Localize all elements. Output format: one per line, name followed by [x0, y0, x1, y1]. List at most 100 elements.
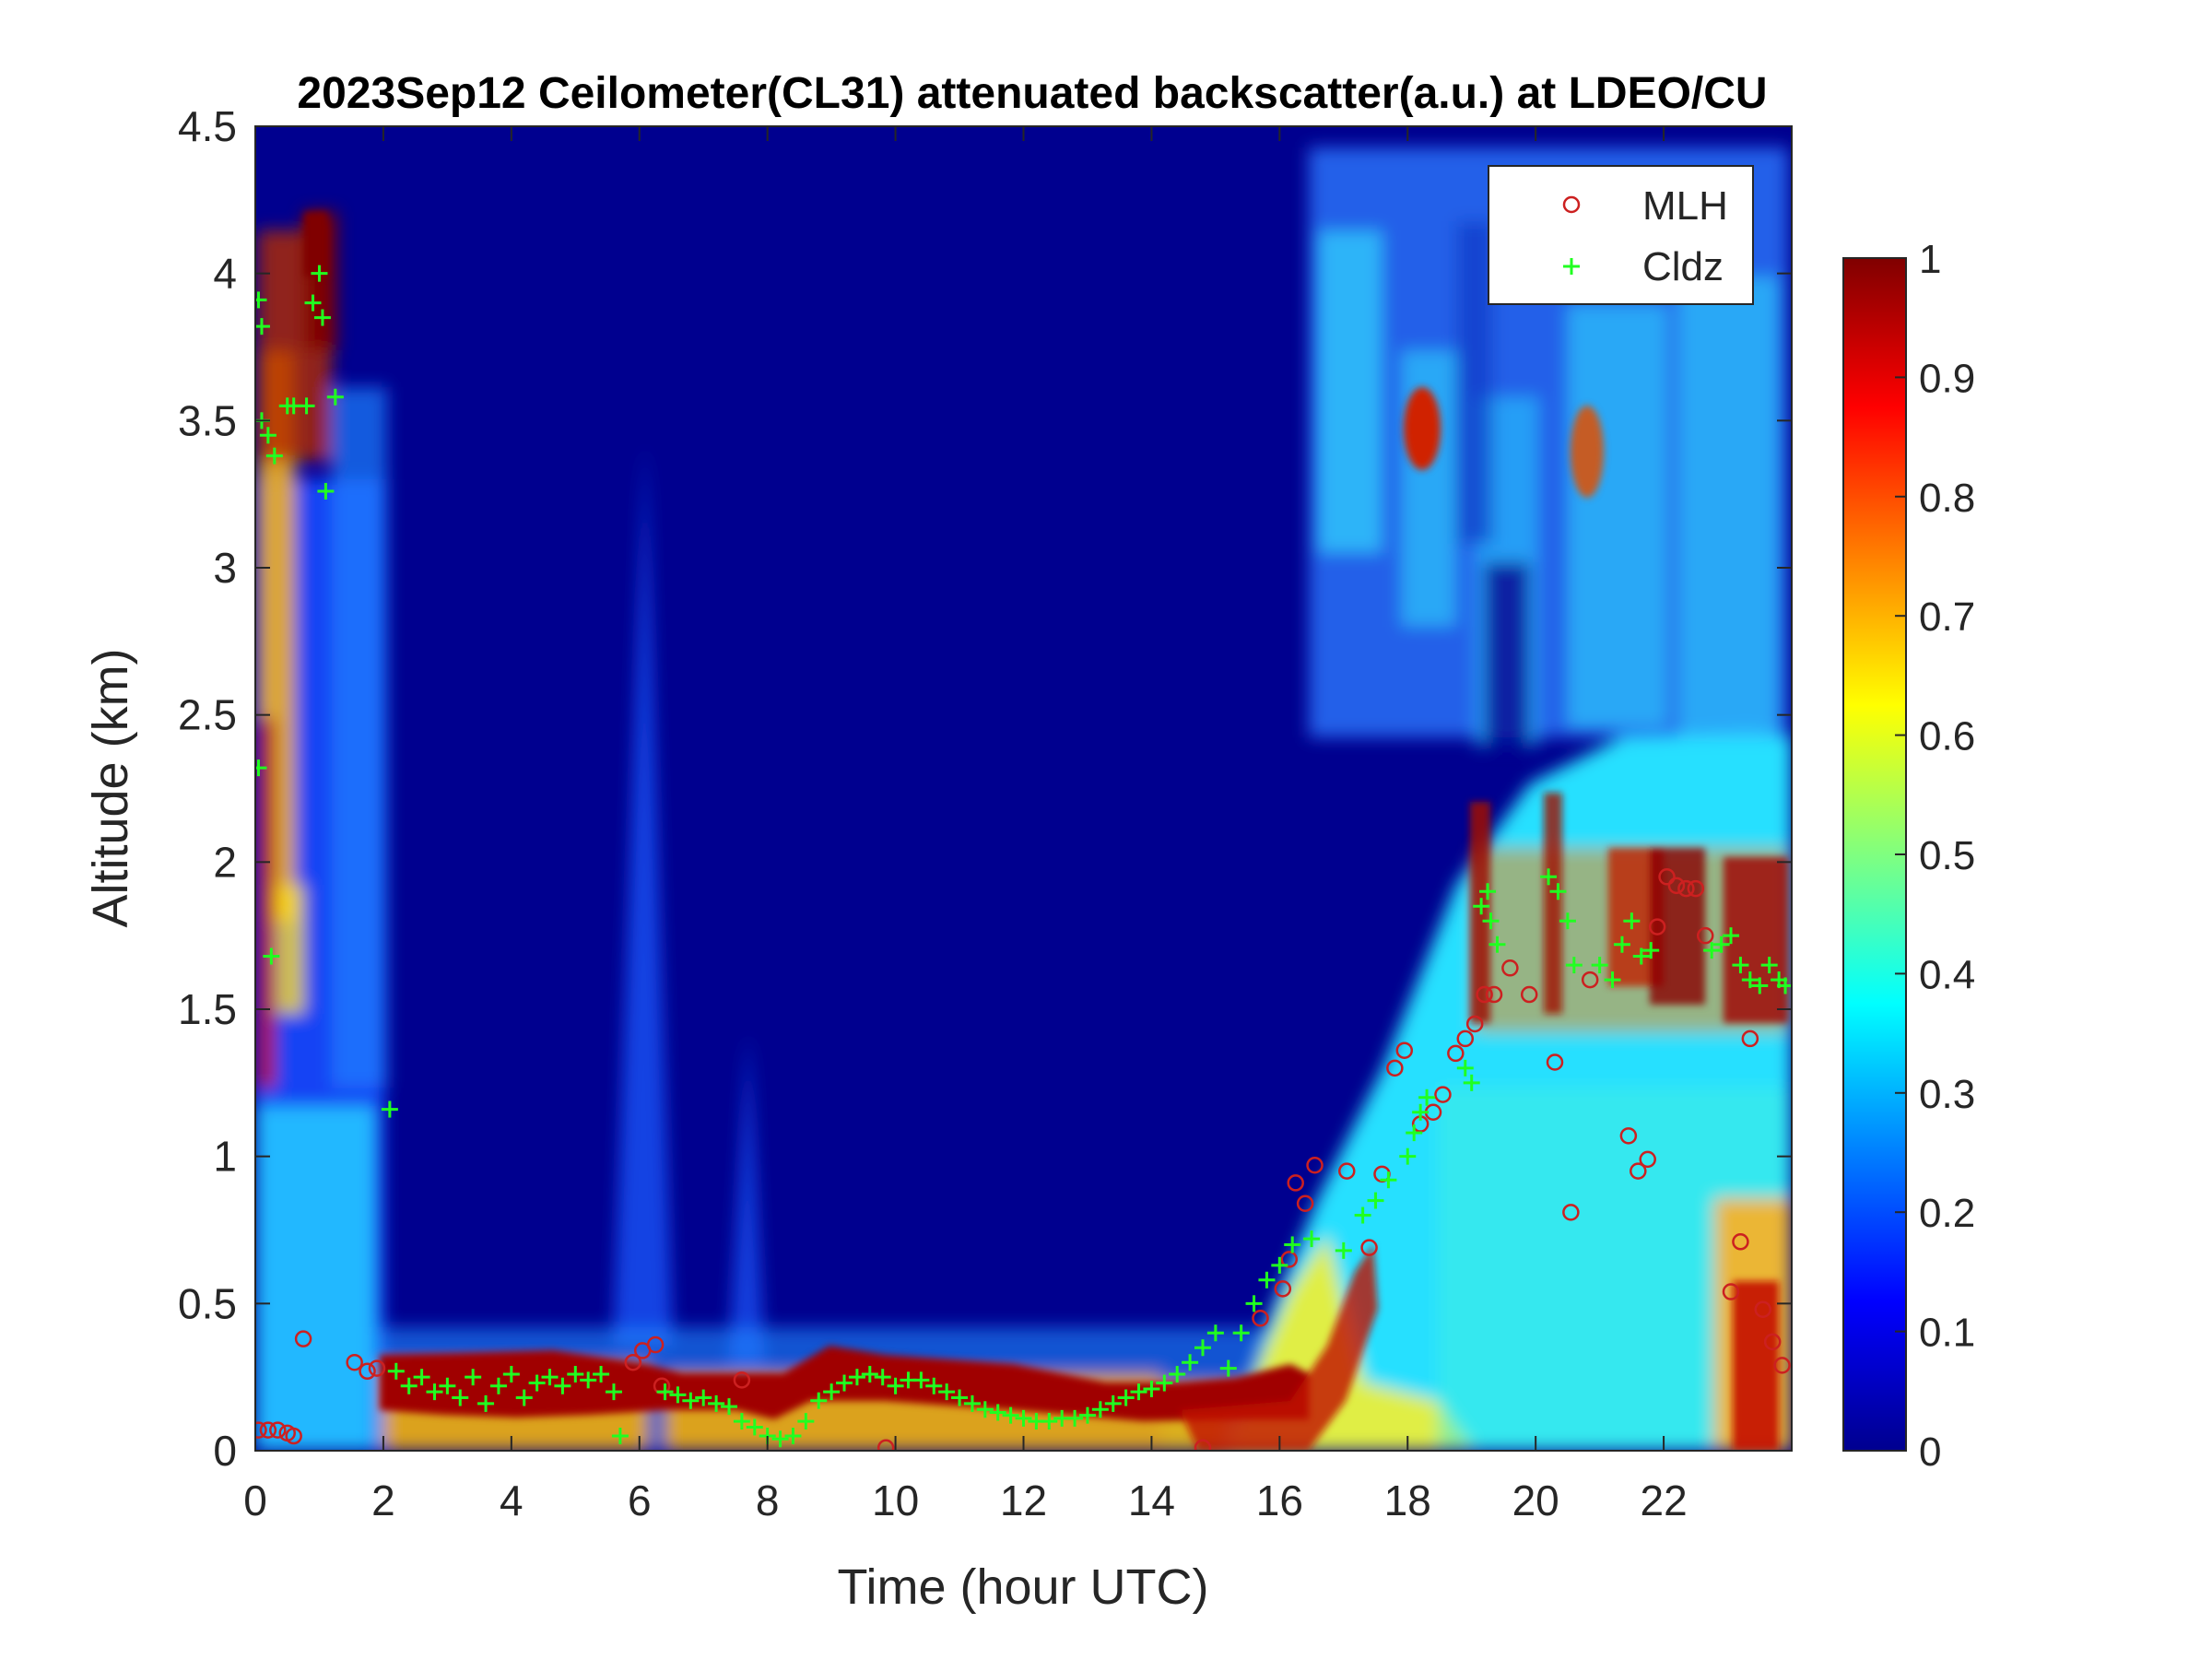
cldz-point	[1303, 1230, 1321, 1248]
colorbar-ticks: 0 0.1 0.2 0.3 0.4 0.5 0.6 0.7 0.8 0.9 1	[1895, 237, 1975, 1475]
heatmap-plot-area	[255, 126, 1792, 1451]
cldz-point	[387, 1362, 405, 1380]
cldz-point	[1642, 942, 1660, 959]
cldz-point	[951, 1389, 969, 1406]
cldz-point	[567, 1365, 584, 1382]
x-tick-label: 12	[1000, 1477, 1047, 1524]
cldz-point	[1760, 957, 1778, 974]
mlh-point	[646, 1335, 665, 1354]
y-axis: 0 0.5 1 1.5 2 2.5 3 3.5 4 4.5	[178, 102, 1792, 1475]
cldz-point	[784, 1428, 802, 1445]
cldz-point	[265, 447, 283, 465]
cldz-point	[989, 1404, 1006, 1421]
colorbar: 0 0.1 0.2 0.3 0.4 0.5 0.6 0.7 0.8 0.9 1	[1842, 237, 1975, 1475]
series-layer	[255, 265, 1792, 1451]
cldz-point	[1456, 1059, 1474, 1077]
mlh-point	[1360, 1239, 1378, 1256]
cldz-point	[1130, 1383, 1147, 1401]
x-tick-label: 14	[1128, 1477, 1175, 1524]
mlh-point	[733, 1371, 751, 1389]
mlh-point	[653, 1377, 671, 1394]
mlh-point	[1465, 1015, 1484, 1033]
y-axis-label: Altitude (km)	[83, 648, 138, 927]
cldz-point	[580, 1371, 597, 1389]
cldz-point	[1406, 1124, 1423, 1142]
colorbar-tick-label: 0.4	[1919, 952, 1975, 997]
x-tick-label: 16	[1256, 1477, 1303, 1524]
mlh-point	[368, 1359, 386, 1377]
cldz-point	[1488, 935, 1506, 953]
x-tick-label: 4	[500, 1477, 524, 1524]
mlh-point	[1687, 879, 1705, 898]
cldz-point	[1015, 1409, 1032, 1427]
mlh-point	[1274, 1280, 1292, 1298]
cldz-point	[1104, 1394, 1122, 1412]
mlh-point	[1338, 1162, 1356, 1180]
colorbar-tick-label: 0	[1919, 1430, 1941, 1475]
mlh-point	[255, 1421, 267, 1439]
cldz-point	[413, 1369, 430, 1386]
x-tick-label: 8	[756, 1477, 780, 1524]
x-tick-label: 2	[371, 1477, 395, 1524]
mlh-point	[1447, 1044, 1465, 1063]
cldz-point	[477, 1394, 495, 1412]
y-tick-label: 4.5	[178, 102, 237, 150]
cldz-point	[1219, 1359, 1237, 1377]
cldz-point	[317, 482, 335, 500]
mlh-point	[1296, 1194, 1314, 1213]
cldz-point	[1482, 912, 1500, 930]
cldz-point	[1258, 1271, 1276, 1288]
cldz-point	[1712, 935, 1730, 953]
cldz-point	[381, 1100, 398, 1118]
x-axis: 0 2 4 6 8 10 12 14 16 18 20 22	[243, 126, 1688, 1524]
cldz-point	[925, 1377, 943, 1394]
cldz-point	[1732, 957, 1749, 974]
cldz-point	[682, 1392, 700, 1409]
colorbar-tick-label: 0.7	[1919, 594, 1975, 640]
cldz-point	[1143, 1380, 1160, 1397]
cldz-point	[720, 1398, 737, 1416]
cldz-point	[1041, 1413, 1058, 1430]
cldz-point	[1751, 977, 1769, 994]
cldz-point	[963, 1394, 981, 1412]
cldz-point	[1002, 1406, 1019, 1424]
cldz-point	[541, 1369, 559, 1386]
cldz-point	[611, 1428, 629, 1445]
mlh-point	[259, 1421, 277, 1439]
cldz-point	[1117, 1389, 1135, 1406]
mlh-point	[1667, 877, 1686, 895]
cldz-point	[823, 1383, 841, 1401]
cldz-point	[489, 1377, 507, 1394]
mlh-point	[1677, 879, 1695, 898]
cldz-point	[1078, 1406, 1096, 1424]
cldz-point	[1245, 1295, 1263, 1312]
cldz-point	[1703, 942, 1721, 959]
legend-mlh-label: MLH	[1642, 183, 1728, 229]
mlh-point	[1434, 1086, 1452, 1103]
cldz-point	[605, 1383, 622, 1401]
mlh-point	[285, 1427, 302, 1445]
y-tick-label: 2.5	[178, 691, 237, 739]
cldz-point	[771, 1430, 789, 1448]
y-tick-label: 0.5	[178, 1279, 237, 1327]
cldz-point	[1066, 1409, 1084, 1427]
cldz-point	[848, 1369, 865, 1386]
cldz-point	[836, 1374, 853, 1392]
chart-title: 2023Sep12 Ceilometer(CL31) attenuated ba…	[297, 69, 1767, 118]
cldz-point	[259, 427, 276, 444]
cldz-point	[1232, 1324, 1250, 1342]
cldz-point	[400, 1377, 418, 1394]
cldz-point	[797, 1413, 815, 1430]
mlh-point	[1722, 1283, 1740, 1300]
cldz-point	[1091, 1401, 1109, 1418]
x-tick-label: 10	[872, 1477, 919, 1524]
cldz-point	[1156, 1374, 1173, 1392]
colorbar-tick-label: 0.8	[1919, 476, 1975, 521]
legend-mlh-marker	[1562, 195, 1581, 214]
cldz-point	[1613, 935, 1630, 953]
mlh-point	[346, 1353, 363, 1371]
x-tick-label: 20	[1512, 1477, 1559, 1524]
x-axis-label: Time (hour UTC)	[837, 1559, 1208, 1615]
cldz-point	[452, 1389, 469, 1406]
mlh-point	[1773, 1357, 1791, 1374]
